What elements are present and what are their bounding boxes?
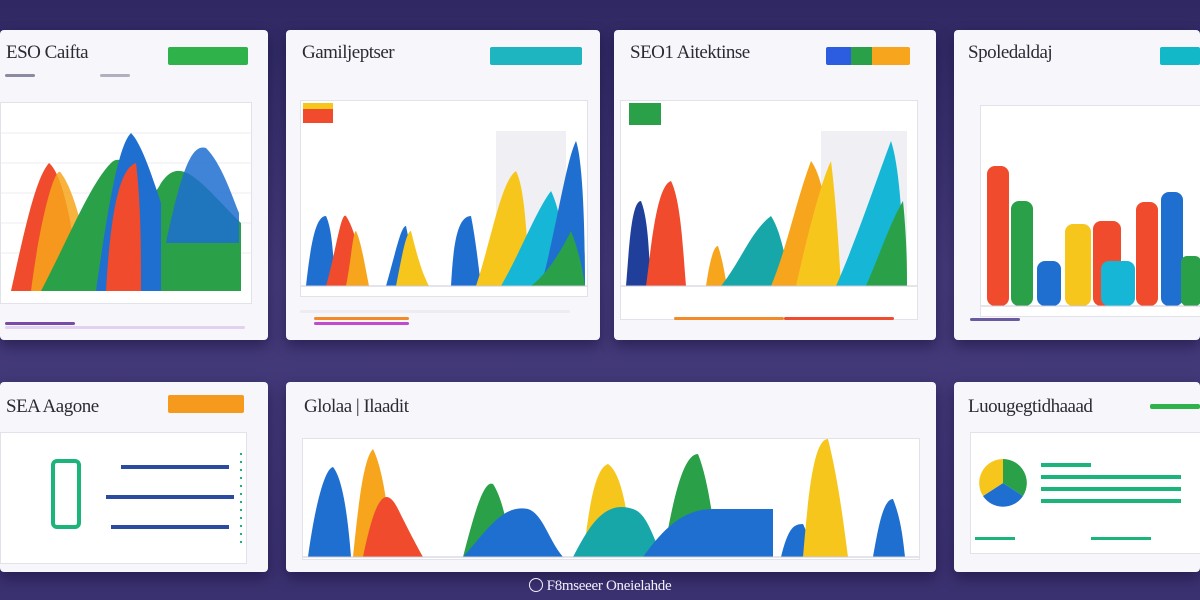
- bar: [1181, 256, 1200, 306]
- chart-area: [980, 105, 1200, 317]
- mountain-blue-right: [166, 147, 239, 243]
- bar-chart: [981, 166, 1200, 307]
- footer-caption: F8mseeer Oneielahde: [0, 578, 1200, 595]
- chart-area: [0, 432, 247, 564]
- pie-slice: [979, 459, 1003, 496]
- bar: [1065, 224, 1091, 306]
- panel-glolaa: Glolaa | Ilaadit: [286, 382, 936, 572]
- panel-sea: SEA Aagone: [0, 382, 268, 572]
- area-chart: [1, 132, 251, 291]
- mountain-blue3: [451, 216, 481, 286]
- panel-gami: Gamiljeptser: [286, 30, 600, 340]
- panel-title: SEA Aagone: [6, 396, 99, 417]
- footer-line: [314, 317, 409, 320]
- area-chart: [301, 103, 587, 287]
- brand-logo-icon: [528, 578, 543, 592]
- header-badge[interactable]: [168, 47, 248, 65]
- mountain-blue: [306, 216, 336, 286]
- mountain-teal: [721, 216, 791, 286]
- footer-line: [970, 318, 1020, 321]
- panel-title: Gamiljeptser: [302, 42, 395, 63]
- chart-area: [0, 102, 252, 304]
- bar: [1136, 202, 1158, 306]
- chart-area: [620, 100, 918, 320]
- header-badge[interactable]: [490, 47, 582, 65]
- panel-spol: Spoledaldaj: [954, 30, 1200, 340]
- mountain-yellow: [396, 231, 429, 286]
- mountain-red: [646, 181, 686, 286]
- area-chart: [621, 103, 917, 287]
- panel-title: Luougegtidhaaad: [968, 396, 1093, 417]
- pie-slice: [1003, 459, 1027, 496]
- mountain-red2: [106, 163, 141, 291]
- panel-title: SEO1 Aitektinse: [630, 42, 750, 63]
- panel-luo: Luougegtidhaaad: [954, 382, 1200, 572]
- header-badge[interactable]: [826, 47, 910, 65]
- bar: [987, 166, 1009, 306]
- header-badge[interactable]: [1160, 47, 1200, 65]
- footer-line: [784, 317, 894, 320]
- header-accent: [1150, 404, 1200, 409]
- bar-chart-horizontal: [51, 453, 242, 543]
- footer-line: [314, 322, 409, 325]
- panel-title: ESO Caifta: [6, 42, 89, 63]
- mountain-red: [363, 496, 423, 557]
- chart-area: [300, 100, 588, 297]
- subtitle-stub: [5, 74, 35, 77]
- pie-slice: [983, 483, 1023, 507]
- mountain-orange: [706, 246, 727, 286]
- bar: [1101, 261, 1135, 306]
- mountain-blue: [626, 201, 651, 286]
- area-chart: [303, 439, 919, 558]
- panel-eso: ESO Caifta: [0, 30, 268, 340]
- mountain-yellow2: [803, 439, 848, 557]
- bar: [1161, 192, 1183, 306]
- mountain-teal: [573, 507, 663, 557]
- panel-title: Glolaa | Ilaadit: [304, 396, 409, 417]
- mountain-green: [531, 231, 585, 286]
- pie-chart: [975, 459, 1181, 540]
- mountain-blue: [308, 467, 351, 557]
- footer-line: [300, 310, 570, 313]
- header-badge[interactable]: [168, 395, 244, 413]
- mountain-blue5: [873, 499, 905, 557]
- chart-area: [302, 438, 920, 560]
- footer-line: [5, 326, 245, 329]
- bar: [1037, 261, 1061, 306]
- mountain-orange: [346, 231, 369, 286]
- chart-area: [970, 432, 1200, 554]
- mountain-green: [866, 201, 907, 286]
- panel-title: Spoledaldaj: [968, 42, 1053, 63]
- mountain-blue2: [463, 508, 563, 557]
- footer-line: [674, 317, 784, 320]
- mountain-blue3: [643, 509, 773, 557]
- bar: [1011, 201, 1033, 306]
- panel-seo: SEO1 Aitektinse: [614, 30, 936, 340]
- mountain-yellow: [796, 161, 841, 286]
- footer-line: [5, 322, 75, 325]
- subtitle-stub: [100, 74, 130, 77]
